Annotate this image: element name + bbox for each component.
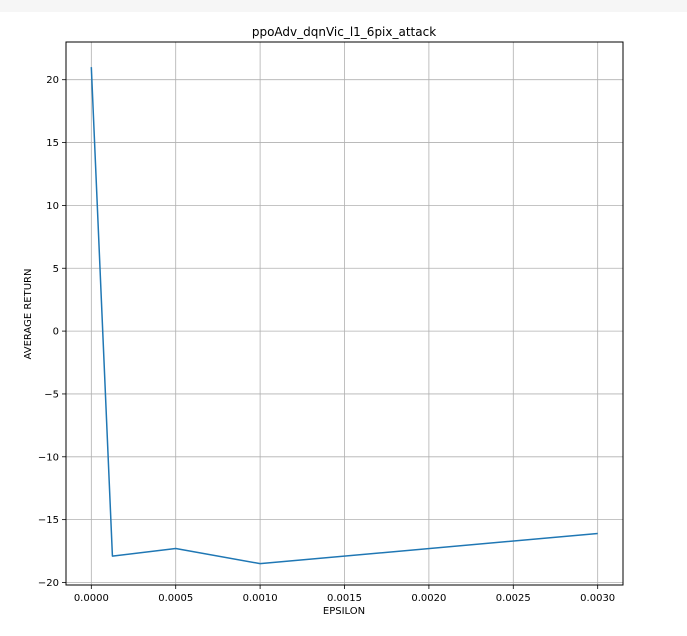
y-tick-label: 10: [46, 201, 59, 212]
y-tick-label: −5: [44, 389, 59, 400]
series-line: [90, 67, 598, 565]
x-tick-label: 0.0000: [74, 593, 109, 604]
y-tick-label: 0: [53, 327, 59, 338]
top-bar: [0, 0, 687, 12]
x-tick-label: 0.0025: [496, 593, 531, 604]
series-layer: [90, 67, 598, 565]
y-axis-label: AVERAGE RETURN: [23, 269, 34, 360]
x-tick-label: 0.0015: [327, 593, 362, 604]
grid: [66, 42, 623, 585]
y-tick-label: −20: [38, 578, 59, 589]
x-tick-label: 0.0010: [243, 593, 278, 604]
y-tick-label: −15: [38, 515, 59, 526]
x-tick-label: 0.0020: [411, 593, 446, 604]
y-tick-label: 15: [46, 138, 59, 149]
chart-title: ppoAdv_dqnVic_l1_6pix_attack: [252, 25, 436, 39]
x-axis: 0.0000 0.0005 0.0010 0.0015 0.0020 0.0025 0.00…: [74, 585, 615, 604]
y-tick-label: 5: [53, 264, 59, 275]
x-tick-label: 0.0030: [580, 593, 615, 604]
x-axis-label: EPSILON: [323, 606, 365, 617]
x-tick-label: 0.0005: [158, 593, 193, 604]
y-tick-label: −10: [38, 452, 59, 463]
y-axis: −20 −15 −10 −5 0 5 10 15 20: [38, 75, 66, 589]
y-tick-label: 20: [46, 75, 59, 86]
